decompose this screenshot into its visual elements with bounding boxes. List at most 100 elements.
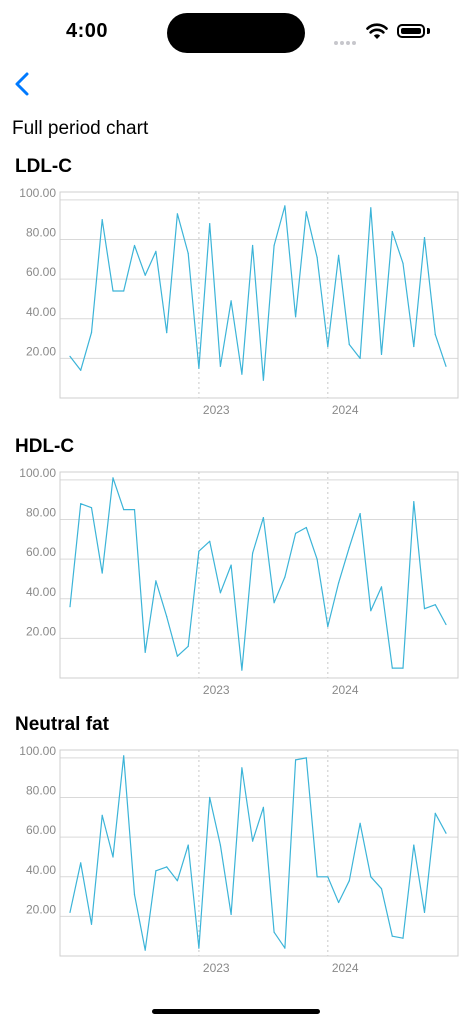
- series-line: [69, 755, 447, 951]
- data-point: [295, 532, 297, 534]
- x-tick-label: 2023: [203, 403, 230, 417]
- data-point: [80, 503, 82, 505]
- data-point: [176, 655, 178, 657]
- data-point: [241, 669, 243, 671]
- data-point: [80, 862, 82, 864]
- data-point: [101, 572, 103, 574]
- data-point: [155, 580, 157, 582]
- data-point: [176, 213, 178, 215]
- data-point: [391, 667, 393, 669]
- chart-title-neutral-fat: Neutral fat: [15, 714, 109, 735]
- data-point: [370, 876, 372, 878]
- plot-frame: [59, 191, 459, 399]
- data-point: [338, 254, 340, 256]
- data-point: [295, 316, 297, 318]
- battery-icon: [397, 24, 425, 38]
- data-point: [380, 888, 383, 890]
- data-point: [380, 353, 383, 355]
- data-point: [187, 844, 189, 846]
- data-point: [305, 526, 307, 529]
- data-point: [348, 880, 350, 882]
- data-point: [123, 509, 125, 511]
- data-point: [273, 931, 275, 933]
- data-point: [90, 923, 93, 925]
- data-point: [80, 369, 82, 371]
- back-button[interactable]: [10, 68, 40, 100]
- chart-title-hdl: HDL-C: [15, 436, 75, 457]
- data-point: [284, 576, 286, 578]
- data-point: [327, 345, 329, 348]
- data-point: [348, 343, 350, 346]
- y-tick-label: 60.00: [26, 265, 56, 279]
- data-point: [305, 211, 307, 213]
- data-point: [112, 856, 114, 858]
- data-point: [413, 501, 415, 503]
- data-point: [316, 256, 318, 258]
- y-tick-label: 80.00: [26, 784, 56, 798]
- data-point: [219, 365, 221, 367]
- data-point: [144, 651, 146, 653]
- data-point: [219, 592, 221, 594]
- data-point: [262, 806, 264, 808]
- data-point: [230, 913, 232, 915]
- y-tick-label: 20.00: [26, 902, 56, 916]
- data-point: [155, 250, 157, 252]
- data-point: [370, 207, 372, 209]
- data-point: [209, 540, 211, 542]
- data-point: [370, 610, 372, 612]
- data-point: [413, 844, 415, 846]
- data-point: [273, 602, 275, 604]
- status-time: 4:00: [66, 20, 109, 42]
- y-tick-label: 100.00: [19, 186, 56, 200]
- x-tick-label: 2023: [203, 683, 230, 697]
- x-tick-label: 2023: [203, 961, 230, 975]
- data-point: [187, 645, 189, 647]
- data-point: [359, 822, 361, 824]
- data-point: [423, 608, 426, 610]
- data-point: [434, 812, 436, 814]
- data-point: [101, 219, 103, 221]
- y-tick-label: 100.00: [19, 744, 56, 758]
- data-point: [252, 552, 254, 554]
- data-point: [69, 355, 71, 357]
- data-point: [445, 832, 447, 834]
- chart-title-ldl: LDL-C: [15, 156, 72, 177]
- data-point: [380, 586, 383, 588]
- y-tick-label: 60.00: [26, 545, 56, 559]
- page-title: Full period chart: [12, 118, 149, 139]
- x-tick-label: 2024: [332, 683, 359, 697]
- data-point: [402, 667, 404, 669]
- data-point: [434, 604, 436, 606]
- data-point: [338, 582, 340, 584]
- x-tick-label: 2024: [332, 403, 359, 417]
- data-point: [305, 757, 307, 759]
- data-point: [252, 840, 254, 842]
- status-bar: 4:00: [0, 0, 472, 60]
- data-point: [166, 866, 168, 868]
- neutral-fat-chart: 20.00 40.00 60.00 80.00 100.00 2023 2024: [19, 744, 459, 975]
- hdl-chart: 20.00 40.00 60.00 80.00 100.00 2023 2024: [19, 466, 459, 697]
- data-point: [241, 767, 243, 769]
- data-point: [133, 894, 136, 896]
- data-point: [316, 558, 318, 560]
- data-point: [423, 911, 426, 913]
- data-point: [327, 625, 329, 628]
- data-point: [112, 290, 114, 292]
- data-point: [155, 870, 157, 872]
- data-point: [166, 616, 168, 618]
- data-point: [316, 876, 318, 878]
- data-point: [198, 947, 200, 949]
- data-point: [402, 937, 404, 939]
- y-tick-label: 60.00: [26, 823, 56, 837]
- data-point: [90, 332, 93, 334]
- data-point: [112, 477, 114, 479]
- y-tick-label: 100.00: [19, 466, 56, 480]
- data-point: [209, 223, 211, 225]
- data-point: [123, 755, 125, 757]
- data-point: [284, 205, 286, 207]
- data-point: [445, 623, 447, 626]
- y-tick-label: 20.00: [26, 344, 56, 358]
- y-tick-label: 40.00: [26, 863, 56, 877]
- y-tick-label: 80.00: [26, 506, 56, 520]
- data-point: [402, 262, 404, 264]
